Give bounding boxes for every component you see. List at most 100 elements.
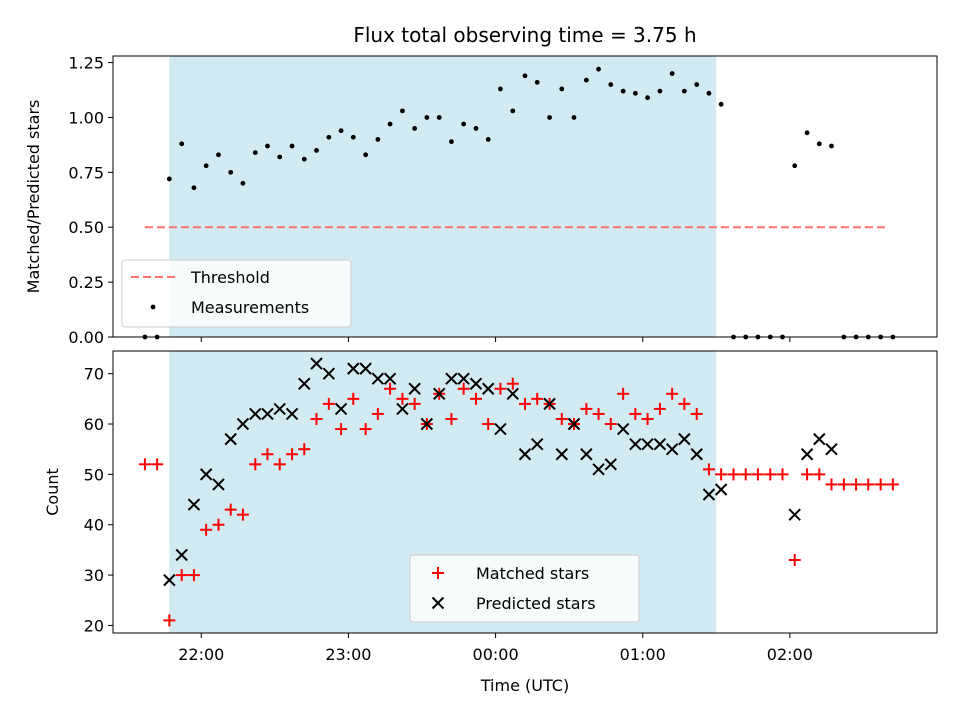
measurement-point — [387, 121, 393, 127]
matched-star-point — [764, 468, 777, 481]
predicted-star-point — [653, 437, 667, 451]
predicted-star-point — [469, 377, 483, 390]
matched-star-point — [163, 614, 176, 627]
predicted-star-point — [813, 432, 826, 446]
legend-matched-swatch — [432, 567, 444, 579]
matched-star-point — [371, 407, 384, 420]
predicted-star-point — [334, 402, 348, 416]
y-tick-label: 0.00 — [68, 328, 104, 347]
matched-star-point — [715, 468, 728, 481]
measurement-point — [706, 90, 712, 96]
matched-star-point — [236, 508, 249, 521]
measurement-point — [166, 176, 172, 182]
predicted-star-point — [543, 397, 556, 411]
matched-star-point — [224, 503, 237, 516]
count-axes: 20 30 40 50 60 70 22:00 23:00 00:00 01:00 02:00 — [84, 365, 813, 664]
measurement-point — [632, 90, 638, 96]
measurement-point — [657, 88, 663, 94]
matched-star-point — [384, 382, 397, 395]
matched-star-point — [298, 443, 311, 456]
legend-measurements-swatch — [150, 304, 156, 310]
matched-star-point — [751, 468, 764, 481]
matched-star-point — [653, 402, 666, 415]
legend-predicted-label: Predicted stars — [476, 594, 596, 613]
predicted-star-point — [163, 573, 176, 587]
matched-star-point — [874, 478, 887, 491]
matched-star-point — [580, 402, 593, 415]
chart-title: Flux total observing time = 3.75 h — [353, 23, 696, 47]
predicted-star-point — [665, 442, 679, 456]
matched-star-point — [457, 382, 470, 395]
measurement-point — [412, 126, 418, 131]
matched-star-point — [825, 478, 838, 491]
measurement-point — [522, 73, 528, 79]
matched-star-point — [506, 377, 519, 390]
matched-star-point — [286, 448, 299, 461]
measurement-point — [829, 143, 834, 149]
predicted-star-point — [629, 437, 642, 451]
matched-star-point — [702, 463, 715, 476]
predicted-star-point — [371, 372, 385, 385]
predicted-star-point — [445, 372, 458, 385]
y-tick-label: 50 — [84, 465, 104, 484]
matched-star-point — [494, 382, 507, 395]
matched-star-point — [470, 392, 483, 405]
predicted-star-point — [224, 432, 237, 446]
predicted-star-point — [641, 437, 654, 451]
matched-star-point — [261, 448, 274, 461]
measurement-point — [669, 71, 675, 76]
matched-star-point — [629, 407, 642, 420]
measurement-point — [534, 79, 540, 85]
predicted-star-point — [285, 407, 299, 421]
measurement-point — [559, 86, 565, 92]
predicted-star-point — [800, 448, 814, 461]
ratio-axes: 0.00 0.25 0.50 0.75 1.00 1.25 — [68, 54, 791, 347]
matched-star-point — [151, 458, 164, 471]
matched-star-point — [862, 478, 875, 491]
predicted-star-point — [420, 417, 434, 431]
y-tick-label: 20 — [84, 616, 104, 635]
matched-star-point — [788, 553, 801, 566]
measurement-point — [191, 185, 197, 191]
measurement-point — [449, 139, 454, 145]
measurement-point — [350, 134, 356, 140]
legend-matched-label: Matched stars — [476, 564, 589, 583]
measurement-point — [608, 82, 614, 87]
predicted-star-point — [212, 478, 225, 491]
ratio-legend-box — [121, 259, 352, 328]
predicted-star-point — [359, 362, 372, 375]
predicted-star-point — [433, 387, 446, 401]
predicted-star-point — [310, 357, 323, 370]
predicted-star-point — [531, 437, 544, 451]
matched-star-point — [408, 397, 421, 410]
predicted-star-point — [555, 448, 568, 461]
predicted-star-point — [592, 463, 605, 476]
predicted-star-point — [714, 483, 728, 496]
measurement-point — [694, 82, 700, 87]
predicted-star-point — [347, 362, 360, 375]
measurement-point — [252, 150, 258, 155]
predicted-star-point — [236, 417, 250, 431]
legend-predicted-swatch — [431, 596, 445, 610]
predicted-star-point — [788, 508, 801, 521]
measurements-layer — [142, 66, 896, 340]
x-tick-label: 02:00 — [767, 645, 813, 664]
matched-star-point — [678, 397, 691, 410]
ratio-panel: 0.00 0.25 0.50 0.75 1.00 1.25 Flux total obse… — [24, 23, 938, 347]
predicted-star-point — [298, 377, 311, 390]
y-tick-label: 40 — [84, 516, 104, 535]
measurement-point — [510, 108, 516, 114]
y-tick-label: 1.25 — [68, 54, 104, 73]
matched-star-point — [850, 478, 863, 491]
predicted-star-point — [494, 422, 507, 436]
measurement-point — [375, 137, 381, 142]
y-tick-label: 70 — [84, 365, 104, 384]
y-tick-label: 0.50 — [68, 218, 104, 237]
measurement-point — [277, 154, 283, 160]
x-tick-label: 00:00 — [473, 645, 519, 664]
measurement-point — [240, 180, 246, 186]
count-legend-box — [409, 554, 640, 623]
measurement-point — [461, 121, 467, 127]
matched-star-point — [335, 423, 348, 436]
measurement-point — [583, 77, 589, 83]
